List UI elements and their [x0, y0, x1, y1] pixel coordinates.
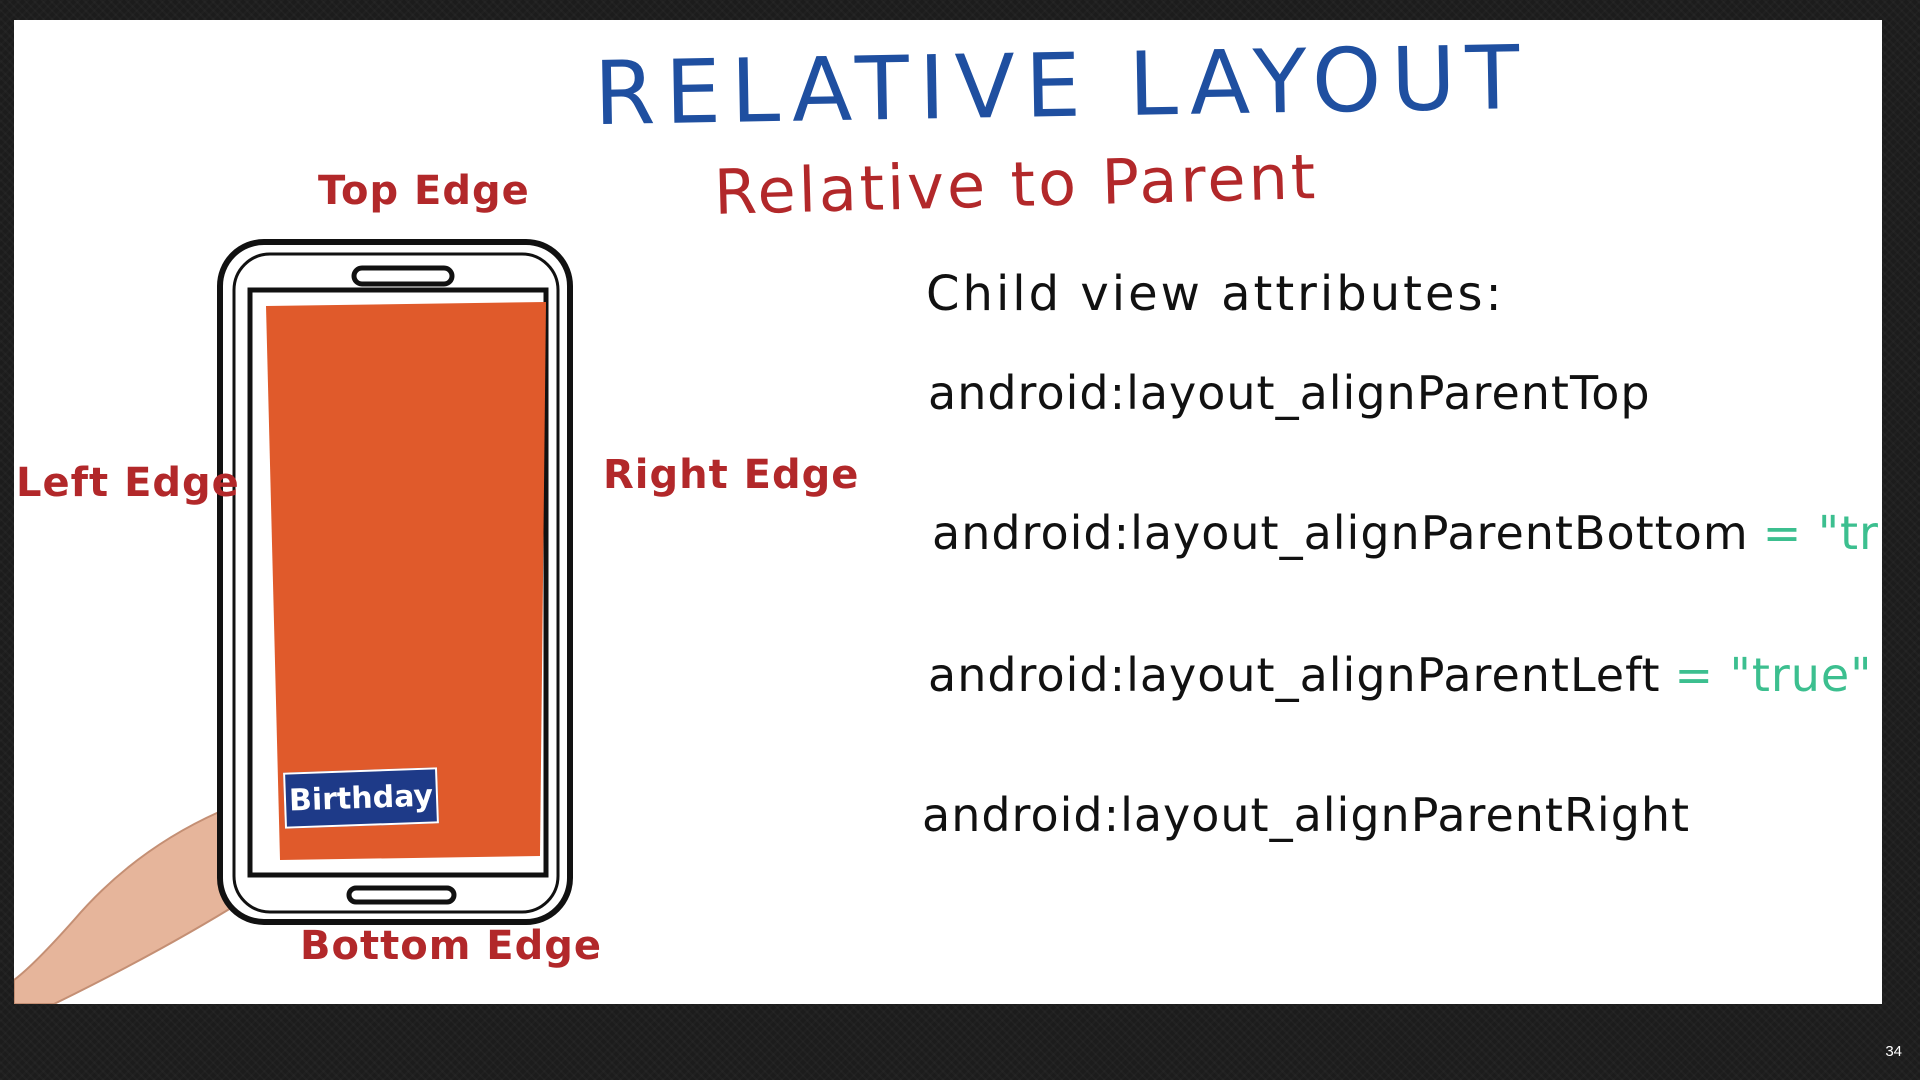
attribute-value: = "true" — [1762, 506, 1882, 560]
attribute-value: = "true" — [1674, 648, 1873, 702]
slide-canvas: RELATIVE LAYOUT Relative to Parent Birth… — [14, 20, 1882, 1004]
attribute-align-parent-right: android:layout_alignParentRight — [922, 788, 1704, 842]
phone-home-button — [346, 885, 457, 905]
attribute-align-parent-bottom: android:layout_alignParentBottom= "true" — [932, 506, 1882, 560]
edge-label-bottom: Bottom Edge — [300, 923, 603, 969]
birthday-view-label: Birthday — [283, 767, 439, 829]
page-number: 34 — [1885, 1043, 1902, 1060]
phone-speaker — [351, 265, 455, 287]
edge-label-right: Right Edge — [603, 452, 860, 498]
attributes-heading: Child view attributes: — [926, 266, 1505, 322]
attribute-name: android:layout_alignParentTop — [928, 366, 1651, 420]
phone-screen — [266, 302, 546, 860]
edge-label-left: Left Edge — [16, 460, 240, 506]
attribute-name: android:layout_alignParentLeft — [928, 648, 1661, 702]
attribute-name: android:layout_alignParentRight — [922, 788, 1691, 842]
attribute-name: android:layout_alignParentBottom — [932, 506, 1749, 560]
attribute-align-parent-top: android:layout_alignParentTop — [928, 366, 1665, 420]
attribute-align-parent-left: android:layout_alignParentLeft = "true" — [928, 648, 1872, 702]
edge-label-top: Top Edge — [318, 168, 530, 214]
